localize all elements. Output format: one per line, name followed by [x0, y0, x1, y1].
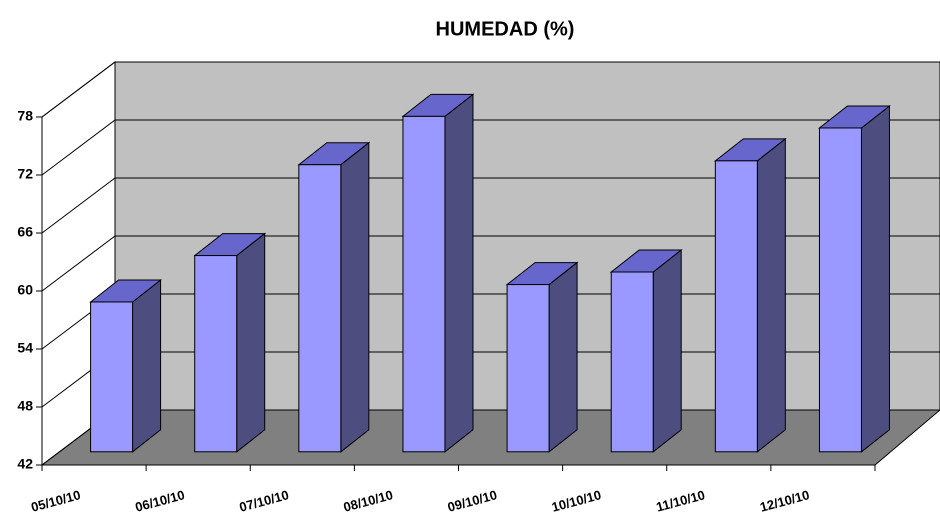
bar	[818, 127, 862, 453]
grid-line	[41, 235, 940, 292]
bar-side	[444, 93, 474, 453]
x-tick-label: 10/10/10	[550, 487, 603, 515]
y-tick-label: 60	[17, 282, 33, 298]
floor	[40, 409, 940, 466]
y-tick-label: 54	[17, 340, 33, 356]
grid-line	[41, 177, 940, 234]
bar	[610, 271, 654, 453]
x-tick-label: 06/10/10	[134, 487, 187, 515]
bar-side	[236, 232, 266, 453]
y-tick-label: 42	[17, 456, 33, 472]
x-tick-label: 08/10/10	[342, 487, 395, 515]
grid-line	[41, 61, 940, 118]
bar-side	[652, 248, 682, 453]
bar-side	[548, 261, 578, 453]
bar	[194, 255, 238, 453]
bar	[298, 164, 342, 453]
x-tick-label: 09/10/10	[446, 487, 499, 515]
y-tick-label: 48	[17, 398, 33, 414]
x-tick-label: 07/10/10	[238, 487, 291, 515]
bar	[506, 284, 550, 453]
x-tick-label: 12/10/10	[758, 487, 811, 515]
bar	[90, 301, 134, 453]
bar	[402, 115, 446, 453]
y-tick-label: 66	[17, 224, 33, 240]
x-tick-label: 05/10/10	[29, 487, 82, 515]
bar-side	[132, 278, 162, 453]
bar-side	[340, 141, 370, 453]
x-tick-label: 11/10/10	[655, 487, 707, 514]
y-tick-label: 72	[17, 166, 33, 182]
bar-side	[756, 137, 786, 453]
bar	[714, 160, 758, 453]
grid-line	[41, 119, 940, 176]
y-tick-label: 78	[17, 108, 33, 124]
bar-side	[860, 104, 890, 453]
chart-title: HUMEDAD (%)	[436, 18, 575, 40]
